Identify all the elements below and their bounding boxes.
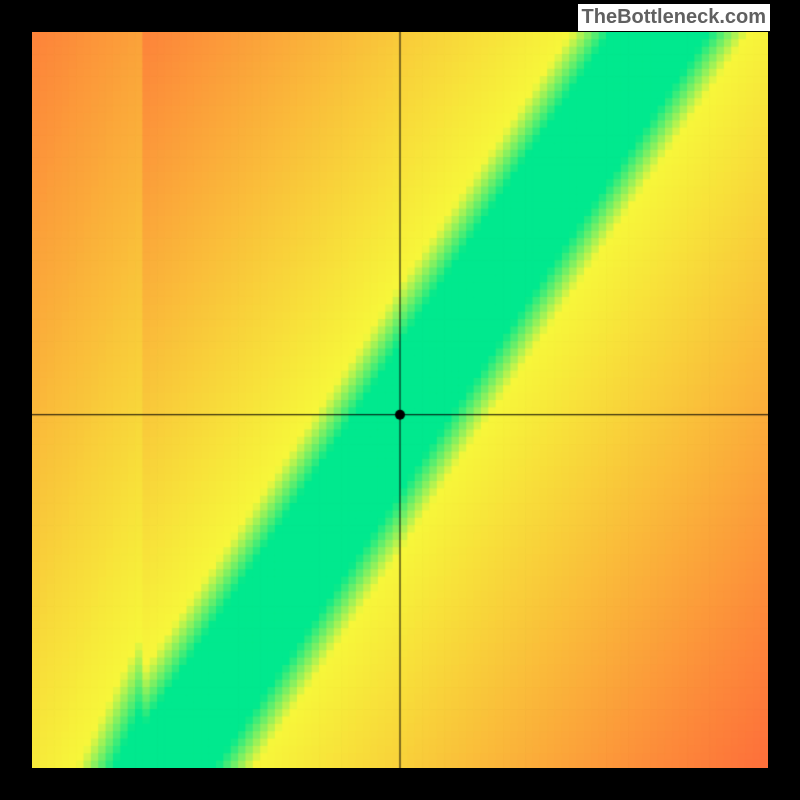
- watermark-label: TheBottleneck.com: [578, 4, 770, 31]
- heatmap-canvas: [32, 32, 768, 768]
- heatmap-plot: [32, 32, 768, 768]
